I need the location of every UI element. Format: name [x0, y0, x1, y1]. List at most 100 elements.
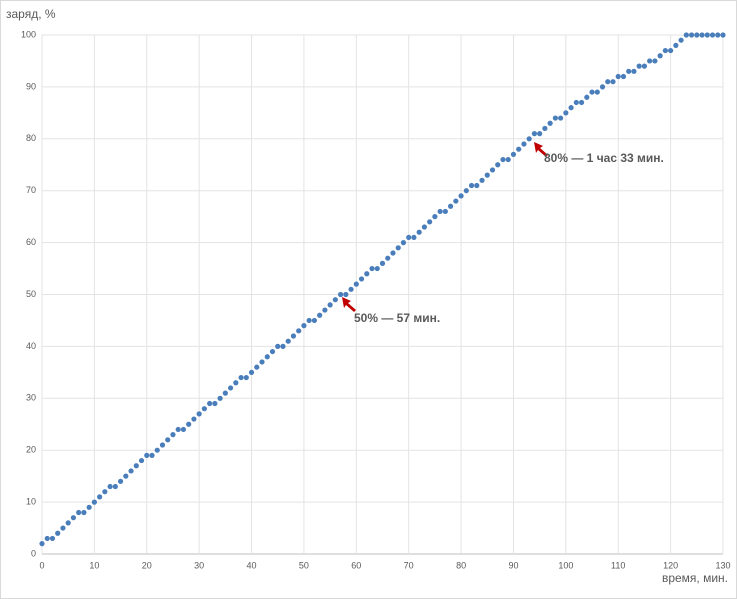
- point: [175, 426, 181, 433]
- point: [599, 84, 606, 90]
- point: [123, 473, 129, 479]
- y-tick-label: 10: [26, 496, 36, 506]
- point: [97, 494, 103, 500]
- point: [468, 182, 475, 189]
- point: [364, 271, 370, 277]
- point: [531, 131, 538, 137]
- point: [138, 457, 145, 464]
- point: [615, 73, 621, 80]
- x-tick-label: 130: [715, 560, 730, 570]
- point: [390, 250, 396, 256]
- point: [484, 172, 490, 178]
- point: [395, 245, 401, 251]
- point: [154, 447, 160, 453]
- point: [117, 478, 124, 484]
- point: [662, 47, 668, 54]
- point: [657, 53, 663, 59]
- point: [715, 32, 721, 38]
- point: [463, 188, 469, 194]
- x-tick-label: 30: [194, 560, 204, 570]
- x-tick-label: 10: [89, 560, 99, 570]
- point: [683, 32, 689, 38]
- point: [254, 364, 260, 370]
- y-axis-label: заряд, %: [6, 7, 56, 21]
- point: [196, 411, 202, 417]
- x-tick-label: 60: [351, 560, 361, 570]
- point: [442, 208, 448, 215]
- y-tick-label: 70: [26, 185, 36, 195]
- point: [495, 162, 501, 168]
- point: [39, 541, 45, 547]
- x-tick-label: 110: [611, 560, 625, 570]
- point: [547, 120, 553, 126]
- point: [227, 385, 234, 391]
- point: [427, 219, 433, 225]
- point: [552, 115, 558, 121]
- point: [636, 63, 642, 69]
- point: [55, 530, 61, 536]
- point: [620, 73, 627, 80]
- point: [311, 317, 317, 324]
- point: [521, 141, 527, 147]
- y-tick-label: 0: [31, 548, 36, 558]
- point: [448, 203, 454, 209]
- point: [479, 177, 485, 183]
- point: [207, 400, 213, 407]
- point: [275, 343, 281, 349]
- point: [673, 42, 679, 48]
- point: [589, 89, 595, 95]
- point: [626, 68, 632, 74]
- point: [269, 348, 276, 355]
- x-tick-label: 20: [142, 560, 152, 570]
- point: [516, 146, 522, 152]
- point: [343, 291, 349, 298]
- point: [248, 369, 255, 375]
- annotation: 80% — 1 час 33 мин.: [544, 151, 664, 165]
- arrow: [342, 297, 356, 312]
- point: [170, 432, 176, 438]
- point: [379, 260, 386, 266]
- point: [699, 32, 705, 38]
- point: [337, 291, 344, 298]
- x-tick-label: 50: [299, 560, 309, 570]
- point: [578, 99, 585, 106]
- annotation: 50% — 57 мин.: [354, 311, 440, 325]
- point: [432, 214, 438, 220]
- point: [526, 136, 532, 142]
- point: [91, 499, 97, 505]
- point: [500, 156, 506, 163]
- point: [222, 390, 228, 396]
- point: [584, 94, 590, 100]
- y-tick-label: 60: [26, 237, 36, 247]
- point: [81, 509, 87, 516]
- point: [358, 276, 365, 282]
- point: [694, 32, 700, 38]
- point: [510, 151, 517, 157]
- y-tick-label: 90: [26, 81, 36, 91]
- arrow: [534, 142, 548, 157]
- point: [453, 198, 459, 204]
- point: [631, 68, 637, 74]
- points: [39, 32, 726, 547]
- y-tick-label: 30: [26, 393, 36, 403]
- point: [44, 535, 50, 542]
- point: [458, 193, 464, 199]
- point: [285, 338, 291, 344]
- x-tick-label: 40: [247, 560, 257, 570]
- point: [191, 416, 197, 422]
- point: [159, 442, 166, 448]
- x-tick-label: 90: [508, 560, 518, 570]
- point: [290, 333, 297, 339]
- x-tick-label: 0: [39, 560, 44, 570]
- point: [201, 406, 207, 412]
- point: [641, 63, 648, 69]
- point: [264, 354, 270, 360]
- point: [406, 234, 412, 241]
- point: [102, 489, 108, 495]
- x-tick-label: 70: [404, 560, 414, 570]
- x-tick-label: 80: [456, 560, 466, 570]
- point: [301, 323, 307, 329]
